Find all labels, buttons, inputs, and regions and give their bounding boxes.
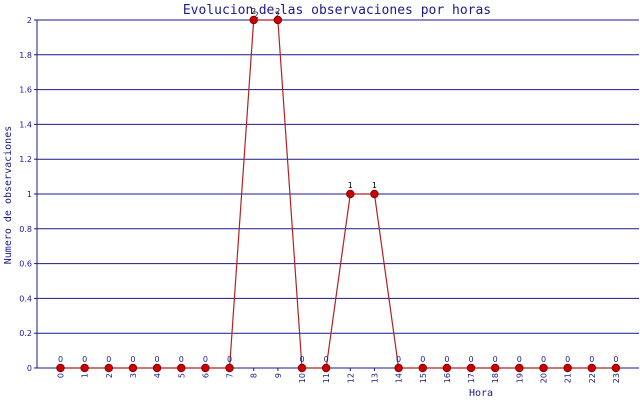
x-tick-label-3: 3 xyxy=(129,373,138,378)
x-tick-label-10: 10 xyxy=(298,373,307,383)
data-label-11: 0 xyxy=(324,355,329,364)
series-observaciones xyxy=(56,15,621,373)
data-label-6: 0 xyxy=(203,355,208,364)
x-tick-label-13: 13 xyxy=(370,373,379,383)
data-label-4: 0 xyxy=(155,355,160,364)
chart-title: Evolucion2de2las observaciones por horas xyxy=(183,3,491,21)
point-9 xyxy=(273,15,283,25)
x-tick-label-21: 21 xyxy=(564,373,573,383)
y-axis-label: Numero de observaciones xyxy=(3,126,14,264)
title-subscript-1: 2 xyxy=(253,11,258,21)
x-tick-label-12: 12 xyxy=(346,373,355,383)
x-tick-label-15: 15 xyxy=(419,373,428,383)
x-tick-label-20: 20 xyxy=(540,373,549,383)
point-11 xyxy=(321,363,331,373)
point-0 xyxy=(56,363,65,373)
x-tick-label-7: 7 xyxy=(226,373,235,378)
point-8 xyxy=(249,15,258,25)
data-label-21: 0 xyxy=(565,355,570,364)
point-14 xyxy=(394,363,403,373)
point-7 xyxy=(225,363,234,373)
point-19 xyxy=(515,363,524,373)
point-4 xyxy=(152,363,162,373)
y-tick-label-0: 0 xyxy=(27,364,32,373)
x-tick-label-14: 14 xyxy=(395,373,404,383)
point-1 xyxy=(80,363,89,373)
y-tick-label-4: 0.8 xyxy=(19,225,32,234)
data-label-10: 0 xyxy=(299,355,304,364)
x-tick-label-19: 19 xyxy=(515,373,524,383)
data-label-9: 2 xyxy=(275,7,280,16)
point-10 xyxy=(297,363,307,373)
y-tick-label-3: 0.6 xyxy=(19,260,32,269)
data-label-14: 0 xyxy=(396,355,401,364)
point-2 xyxy=(104,363,113,373)
y-tick-label-1: 0.2 xyxy=(19,329,32,338)
axes xyxy=(34,19,639,371)
data-label-13: 1 xyxy=(372,181,377,190)
x-axis-label: Hora xyxy=(469,388,493,399)
x-tick-label-5: 5 xyxy=(177,373,186,378)
data-label-8: 2 xyxy=(251,7,256,16)
point-23 xyxy=(611,363,621,373)
point-20 xyxy=(539,363,548,373)
y-tick-labels: 0 0.2 0.4 0.6 0.8 1 1.2 1.4 1.6 1.8 2 xyxy=(19,16,32,373)
y-tick-label-2: 0.4 xyxy=(19,294,32,303)
data-label-23: 0 xyxy=(613,355,618,364)
data-label-22: 0 xyxy=(589,355,594,364)
data-label-17: 0 xyxy=(469,355,474,364)
gridlines xyxy=(37,19,639,334)
y-tick-label-7: 1.4 xyxy=(19,120,32,129)
data-label-12: 1 xyxy=(348,181,353,190)
y-tick-label-10: 2 xyxy=(27,16,32,25)
point-21 xyxy=(563,363,572,373)
y-tick-label-8: 1.6 xyxy=(19,86,32,95)
x-tick-label-4: 4 xyxy=(153,373,162,378)
x-tick-label-9: 9 xyxy=(274,373,283,378)
data-label-0: 0 xyxy=(58,355,63,364)
x-tick-label-17: 17 xyxy=(467,373,476,383)
data-labels: 0 0 0 0 0 0 0 02 20 01 10 0 0 0 0 0 0 0 0 0 xyxy=(58,7,619,364)
data-label-19: 0 xyxy=(517,355,522,364)
point-13 xyxy=(370,189,379,199)
data-label-3: 0 xyxy=(130,355,135,364)
x-tick-label-0: 0 xyxy=(57,373,66,378)
x-tick-label-16: 16 xyxy=(443,373,452,383)
x-tick-label-8: 8 xyxy=(250,373,259,378)
x-tick-label-6: 6 xyxy=(201,373,210,378)
point-5 xyxy=(177,363,186,373)
point-3 xyxy=(128,363,138,373)
point-18 xyxy=(491,363,500,373)
point-6 xyxy=(201,363,210,373)
point-16 xyxy=(442,363,452,373)
title-part-1: Evolucion xyxy=(183,3,253,18)
point-22 xyxy=(587,363,596,373)
y-tick-label-9: 1.8 xyxy=(19,51,32,60)
data-label-20: 0 xyxy=(541,355,546,364)
y-tick-label-6: 1.2 xyxy=(19,155,32,164)
x-tick-label-18: 18 xyxy=(491,373,500,383)
x-tick-label-23: 23 xyxy=(612,373,621,383)
x-tick-labels: 0 1 2 3 4 5 6 7 8 9 10 11 12 13 14 15 16 17 18 19 20 21 22 23 xyxy=(57,373,621,383)
x-tick-label-2: 2 xyxy=(105,373,114,378)
x-tick-label-1: 1 xyxy=(81,373,90,378)
data-label-2: 0 xyxy=(106,355,111,364)
data-label-16: 0 xyxy=(444,355,449,364)
title-part-3: las observaciones por horas xyxy=(280,3,491,18)
data-label-7: 0 xyxy=(227,355,232,364)
x-tick-label-11: 11 xyxy=(322,373,331,383)
title-part-2: de xyxy=(259,3,275,18)
x-tick-label-22: 22 xyxy=(588,373,597,383)
y-tick-label-5: 1 xyxy=(27,190,32,199)
point-15 xyxy=(418,363,427,373)
data-label-18: 0 xyxy=(493,355,498,364)
point-17 xyxy=(466,363,476,373)
data-label-1: 0 xyxy=(82,355,87,364)
data-label-5: 0 xyxy=(179,355,184,364)
point-12 xyxy=(346,189,355,199)
data-label-15: 0 xyxy=(420,355,425,364)
